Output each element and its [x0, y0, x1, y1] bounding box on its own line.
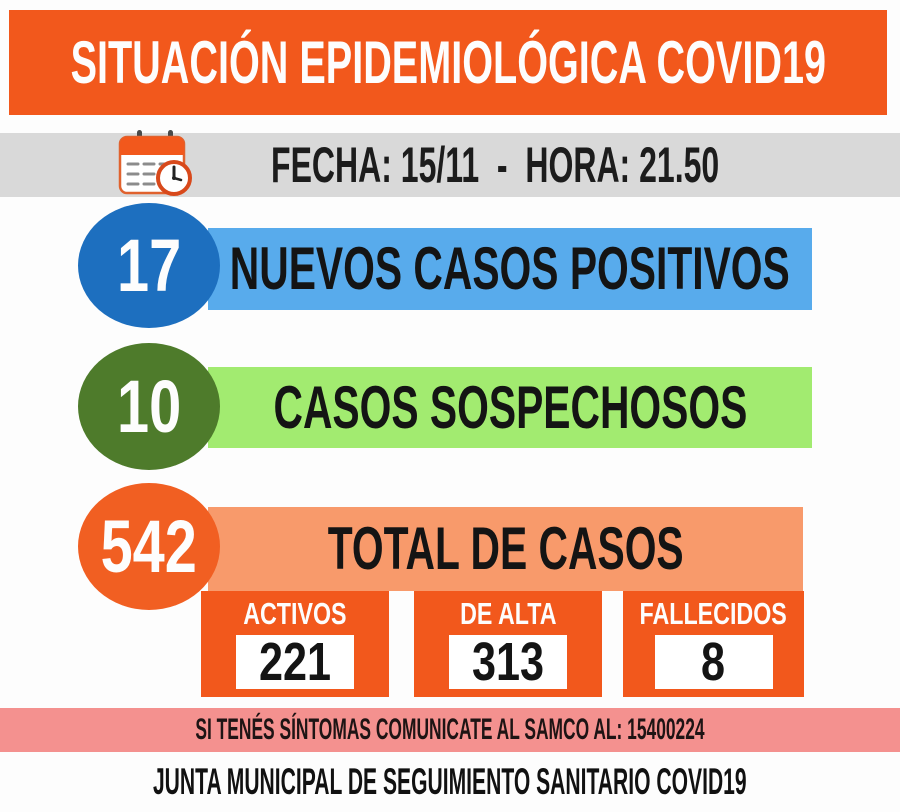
fallecidos-value: 8 — [701, 632, 726, 692]
fallecidos-value-box: 8 — [654, 632, 773, 692]
date-time-bar: FECHA: 15/11 - HORA: 21.50 — [0, 130, 900, 197]
footer-text: JUNTA MUNICIPAL DE SEGUIMIENTO SANITARIO… — [153, 760, 747, 802]
calendar-clock-icon — [118, 130, 192, 196]
total-casos-value-circle: 542 — [78, 483, 220, 610]
bar-casos-sospechosos: CASOS SOSPECHOSOS — [208, 367, 812, 448]
fallecidos-label: FALLECIDOS — [639, 596, 788, 631]
footer: JUNTA MUNICIPAL DE SEGUIMIENTO SANITARIO… — [0, 756, 900, 806]
activos-value: 221 — [258, 632, 332, 692]
activos-label: ACTIVOS — [243, 596, 347, 631]
sospechosos-label: CASOS SOSPECHOSOS — [273, 373, 747, 441]
breakdown-box-fallecidos: FALLECIDOS 8 — [623, 591, 804, 697]
title-banner: SITUACIÓN EPIDEMIOLÓGICA COVID19 — [9, 10, 887, 115]
de-alta-value-box: 313 — [449, 635, 567, 689]
activos-value-box: 221 — [236, 635, 354, 689]
breakdown-box-activos: ACTIVOS 221 — [201, 591, 389, 697]
nuevos-casos-label: NUEVOS CASOS POSITIVOS — [230, 235, 791, 302]
bar-total-de-casos: TOTAL DE CASOS — [208, 507, 803, 591]
hotline-bar: SI TENÉS SÍNTOMAS COMUNICATE AL SAMCO AL… — [0, 708, 900, 752]
de-alta-value: 313 — [471, 632, 545, 692]
sospechosos-value: 10 — [116, 364, 182, 448]
page-title: SITUACIÓN EPIDEMIOLÓGICA COVID19 — [70, 28, 826, 96]
total-casos-value: 542 — [100, 504, 198, 588]
nuevos-casos-value-circle: 17 — [78, 203, 220, 328]
date-time-text: FECHA: 15/11 - HORA: 21.50 — [270, 137, 720, 193]
total-casos-label: TOTAL DE CASOS — [327, 515, 684, 582]
hotline-text: SI TENÉS SÍNTOMAS COMUNICATE AL SAMCO AL… — [195, 713, 705, 746]
sospechosos-value-circle: 10 — [78, 343, 220, 470]
bar-nuevos-casos-positivos: NUEVOS CASOS POSITIVOS — [208, 228, 812, 310]
nuevos-casos-value: 17 — [116, 223, 182, 307]
breakdown-box-de-alta: DE ALTA 313 — [414, 591, 602, 697]
de-alta-label: DE ALTA — [459, 596, 557, 631]
